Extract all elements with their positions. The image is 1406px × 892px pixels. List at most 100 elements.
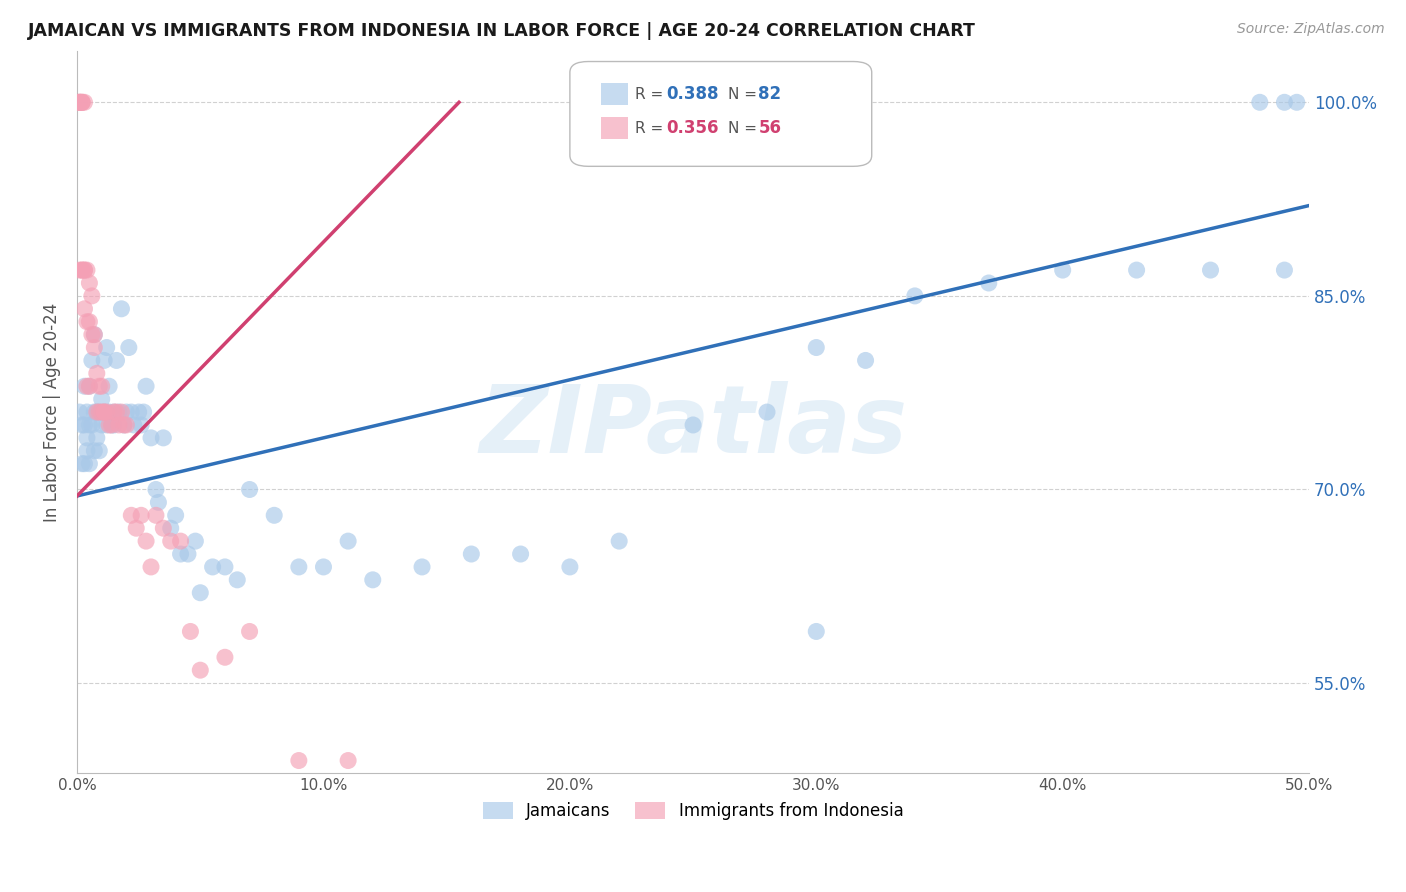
Point (509, 547, 531, 561)
Bar (600, 83, 628, 105)
Point (1052, 263, 1074, 277)
Point (90, 417, 112, 432)
Point (73, 379, 96, 393)
Point (122, 417, 145, 432)
Point (188, 586, 211, 600)
Point (76, 405, 98, 419)
Point (93, 405, 115, 419)
Point (70, 457, 93, 471)
Text: R =: R = (636, 87, 668, 102)
Point (69, 95, 91, 110)
Point (188, 663, 211, 677)
Point (98, 405, 121, 419)
Point (977, 276, 1000, 290)
Point (145, 508, 167, 523)
Point (73, 417, 96, 432)
Point (79, 457, 101, 471)
Point (89, 443, 111, 458)
Point (288, 560, 311, 574)
Point (76, 379, 98, 393)
Point (460, 547, 482, 561)
Point (169, 547, 191, 561)
Point (152, 431, 174, 445)
Point (132, 405, 155, 419)
Point (239, 483, 262, 497)
Legend: Jamaicans, Immigrants from Indonesia: Jamaicans, Immigrants from Indonesia (477, 795, 910, 827)
Point (76, 263, 98, 277)
Text: JAMAICAN VS IMMIGRANTS FROM INDONESIA IN LABOR FORCE | AGE 20-24 CORRELATION CHA: JAMAICAN VS IMMIGRANTS FROM INDONESIA IN… (28, 22, 976, 40)
Point (100, 417, 122, 432)
Y-axis label: In Labor Force | Age 20-24: In Labor Force | Age 20-24 (44, 302, 60, 522)
Point (80, 417, 103, 432)
Point (93, 405, 115, 419)
Point (125, 521, 148, 535)
Text: 0.356: 0.356 (666, 119, 718, 137)
Point (89, 379, 111, 393)
Text: 0.388: 0.388 (666, 85, 718, 103)
Point (1125, 263, 1147, 277)
Point (120, 405, 142, 419)
Point (135, 534, 157, 549)
Point (80, 327, 103, 342)
Point (70, 417, 93, 432)
Point (76, 431, 98, 445)
Point (148, 495, 170, 509)
Point (152, 521, 174, 535)
Point (80, 353, 103, 368)
Point (806, 341, 828, 355)
Point (96, 417, 118, 432)
Point (70, 263, 93, 277)
FancyBboxPatch shape (569, 62, 872, 166)
Point (1274, 95, 1296, 110)
Point (184, 534, 207, 549)
Point (98, 379, 121, 393)
Text: R =: R = (636, 120, 668, 136)
Point (607, 534, 630, 549)
Point (73, 457, 96, 471)
Point (110, 301, 132, 316)
Point (139, 560, 162, 574)
Point (179, 624, 201, 639)
Point (139, 431, 162, 445)
Point (69, 95, 91, 110)
Point (128, 405, 150, 419)
Point (79, 276, 101, 290)
Point (79, 379, 101, 393)
Point (1249, 95, 1271, 110)
Point (96, 341, 118, 355)
Point (105, 353, 128, 368)
Point (115, 405, 138, 419)
Point (226, 573, 249, 587)
Point (89, 405, 111, 419)
Point (79, 315, 101, 329)
Point (1285, 95, 1308, 110)
Point (79, 417, 101, 432)
Point (70, 95, 93, 110)
Point (904, 289, 927, 303)
Point (83, 405, 105, 419)
Point (69, 405, 91, 419)
Point (76, 443, 98, 458)
Point (69, 95, 91, 110)
Text: 56: 56 (758, 119, 782, 137)
Point (411, 560, 433, 574)
Point (90, 392, 112, 406)
Point (103, 405, 125, 419)
Point (214, 650, 236, 665)
Point (112, 417, 135, 432)
Point (98, 417, 121, 432)
Point (120, 508, 142, 523)
Point (756, 405, 779, 419)
Point (83, 327, 105, 342)
Point (86, 367, 108, 381)
Point (312, 560, 335, 574)
Point (86, 431, 108, 445)
Point (76, 315, 98, 329)
Text: N =: N = (727, 87, 762, 102)
Point (806, 624, 828, 639)
Point (100, 417, 122, 432)
Point (70, 263, 93, 277)
Point (288, 754, 311, 768)
Point (135, 379, 157, 393)
Point (105, 405, 128, 419)
